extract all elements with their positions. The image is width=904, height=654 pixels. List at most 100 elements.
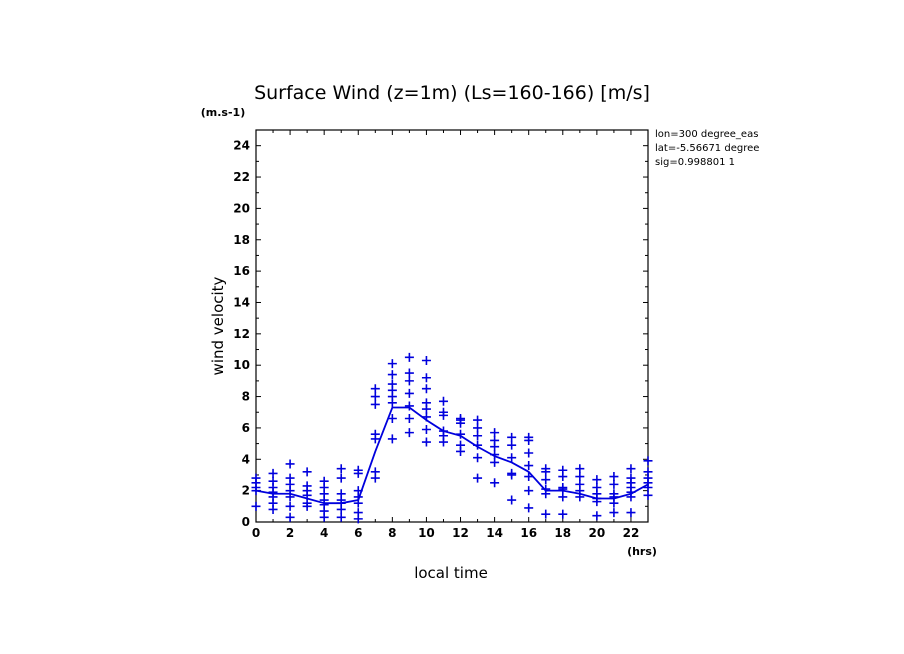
wind-sample-point [490,450,500,460]
wind-sample-point [421,384,431,394]
wind-sample-point [541,489,551,499]
wind-sample-point [643,490,653,500]
mean-wind-line [255,406,649,505]
wind-sample-point [251,501,261,511]
wind-sample-point [404,352,414,362]
wind-sample-point [421,404,431,414]
y-tick-label: 14 [233,295,250,309]
wind-sample-point [490,428,500,438]
wind-sample-point [507,440,517,450]
wind-sample-point [404,401,414,411]
wind-sample-point [507,470,517,480]
wind-sample-point [438,437,448,447]
wind-sample-point [609,498,619,508]
x-tick-label: 8 [388,526,396,540]
wind-sample-point [558,484,568,494]
wind-sample-point [626,508,636,518]
wind-sample-point [524,503,534,513]
wind-sample-point [592,475,602,485]
wind-sample-point [609,508,619,518]
wind-sample-point [507,453,517,463]
y-tick-label: 4 [242,452,250,466]
x-tick-label: 2 [286,526,294,540]
wind-sample-point [490,457,500,467]
wind-sample-point [404,388,414,398]
wind-sample-point [404,368,414,378]
wind-sample-point [558,509,568,519]
y-axis-label: wind velocity [209,276,227,375]
chart-title: Surface Wind (z=1m) (Ls=160-166) [m/s] [254,82,650,104]
wind-sample-point [626,464,636,474]
wind-sample-point [353,514,363,524]
wind-sample-point [285,512,295,522]
wind-sample-point [575,472,585,482]
wind-sample-point [370,392,380,402]
wind-sample-point [592,511,602,521]
wind-samples [251,352,653,524]
wind-sample-point [524,461,534,471]
wind-sample-point [421,373,431,383]
wind-sample-point [421,437,431,447]
wind-sample-point [507,495,517,505]
wind-sample-point [592,497,602,507]
x-tick-label: 16 [520,526,537,540]
wind-sample-point [541,475,551,485]
wind-sample-point [473,431,483,441]
wind-sample-point [302,490,312,500]
wind-sample-point [438,396,448,406]
y-tick-label: 12 [233,327,250,341]
wind-sample-point [268,504,278,514]
wind-sample-point [558,472,568,482]
x-tick-label: 10 [418,526,435,540]
wind-sample-point [438,410,448,420]
y-tick-label: 18 [233,233,250,247]
wind-sample-point [473,415,483,425]
wind-sample-point [473,473,483,483]
wind-sample-point [507,432,517,442]
x-tick-label: 12 [452,526,469,540]
wind-sample-point [387,414,397,424]
wind-sample-point [524,448,534,458]
wind-sample-point [404,376,414,386]
wind-sample-point [609,472,619,482]
wind-sample-point [473,453,483,463]
wind-sample-point [353,498,363,508]
wind-sample-point [319,512,329,522]
wind-sample-point [387,359,397,369]
wind-sample-point [473,440,483,450]
wind-sample-point [524,435,534,445]
wind-sample-point [490,478,500,488]
x-tick-label: 6 [354,526,362,540]
wind-sample-point [302,467,312,477]
wind-sample-point [336,512,346,522]
wind-sample-point [421,355,431,365]
wind-sample-point [609,479,619,489]
x-tick-label: 0 [252,526,260,540]
y-tick-label: 6 [242,421,250,435]
x-tick-label: 14 [486,526,503,540]
wind-sample-point [370,399,380,409]
y-tick-label: 16 [233,264,250,278]
x-tick-label: 18 [554,526,571,540]
wind-sample-point [541,467,551,477]
wind-sample-point [541,509,551,519]
x-axis-label: local time [414,564,488,582]
wind-sample-point [268,468,278,478]
wind-sample-point [490,442,500,452]
y-tick-label: 2 [242,484,250,498]
wind-sample-point [456,446,466,456]
wind-sample-point [370,384,380,394]
y-tick-label: 10 [233,358,250,372]
wind-sample-point [421,424,431,434]
wind-sample-point [370,473,380,483]
y-tick-label: 8 [242,390,250,404]
wind-sample-point [370,434,380,444]
wind-sample-point [387,398,397,408]
annotation-lat: lat=-5.56671 degree [655,143,759,154]
y-tick-label: 22 [233,170,250,184]
wind-sample-point [456,429,466,439]
wind-sample-point [643,483,653,493]
wind-sample-point [302,501,312,511]
plot-frame [255,129,649,523]
